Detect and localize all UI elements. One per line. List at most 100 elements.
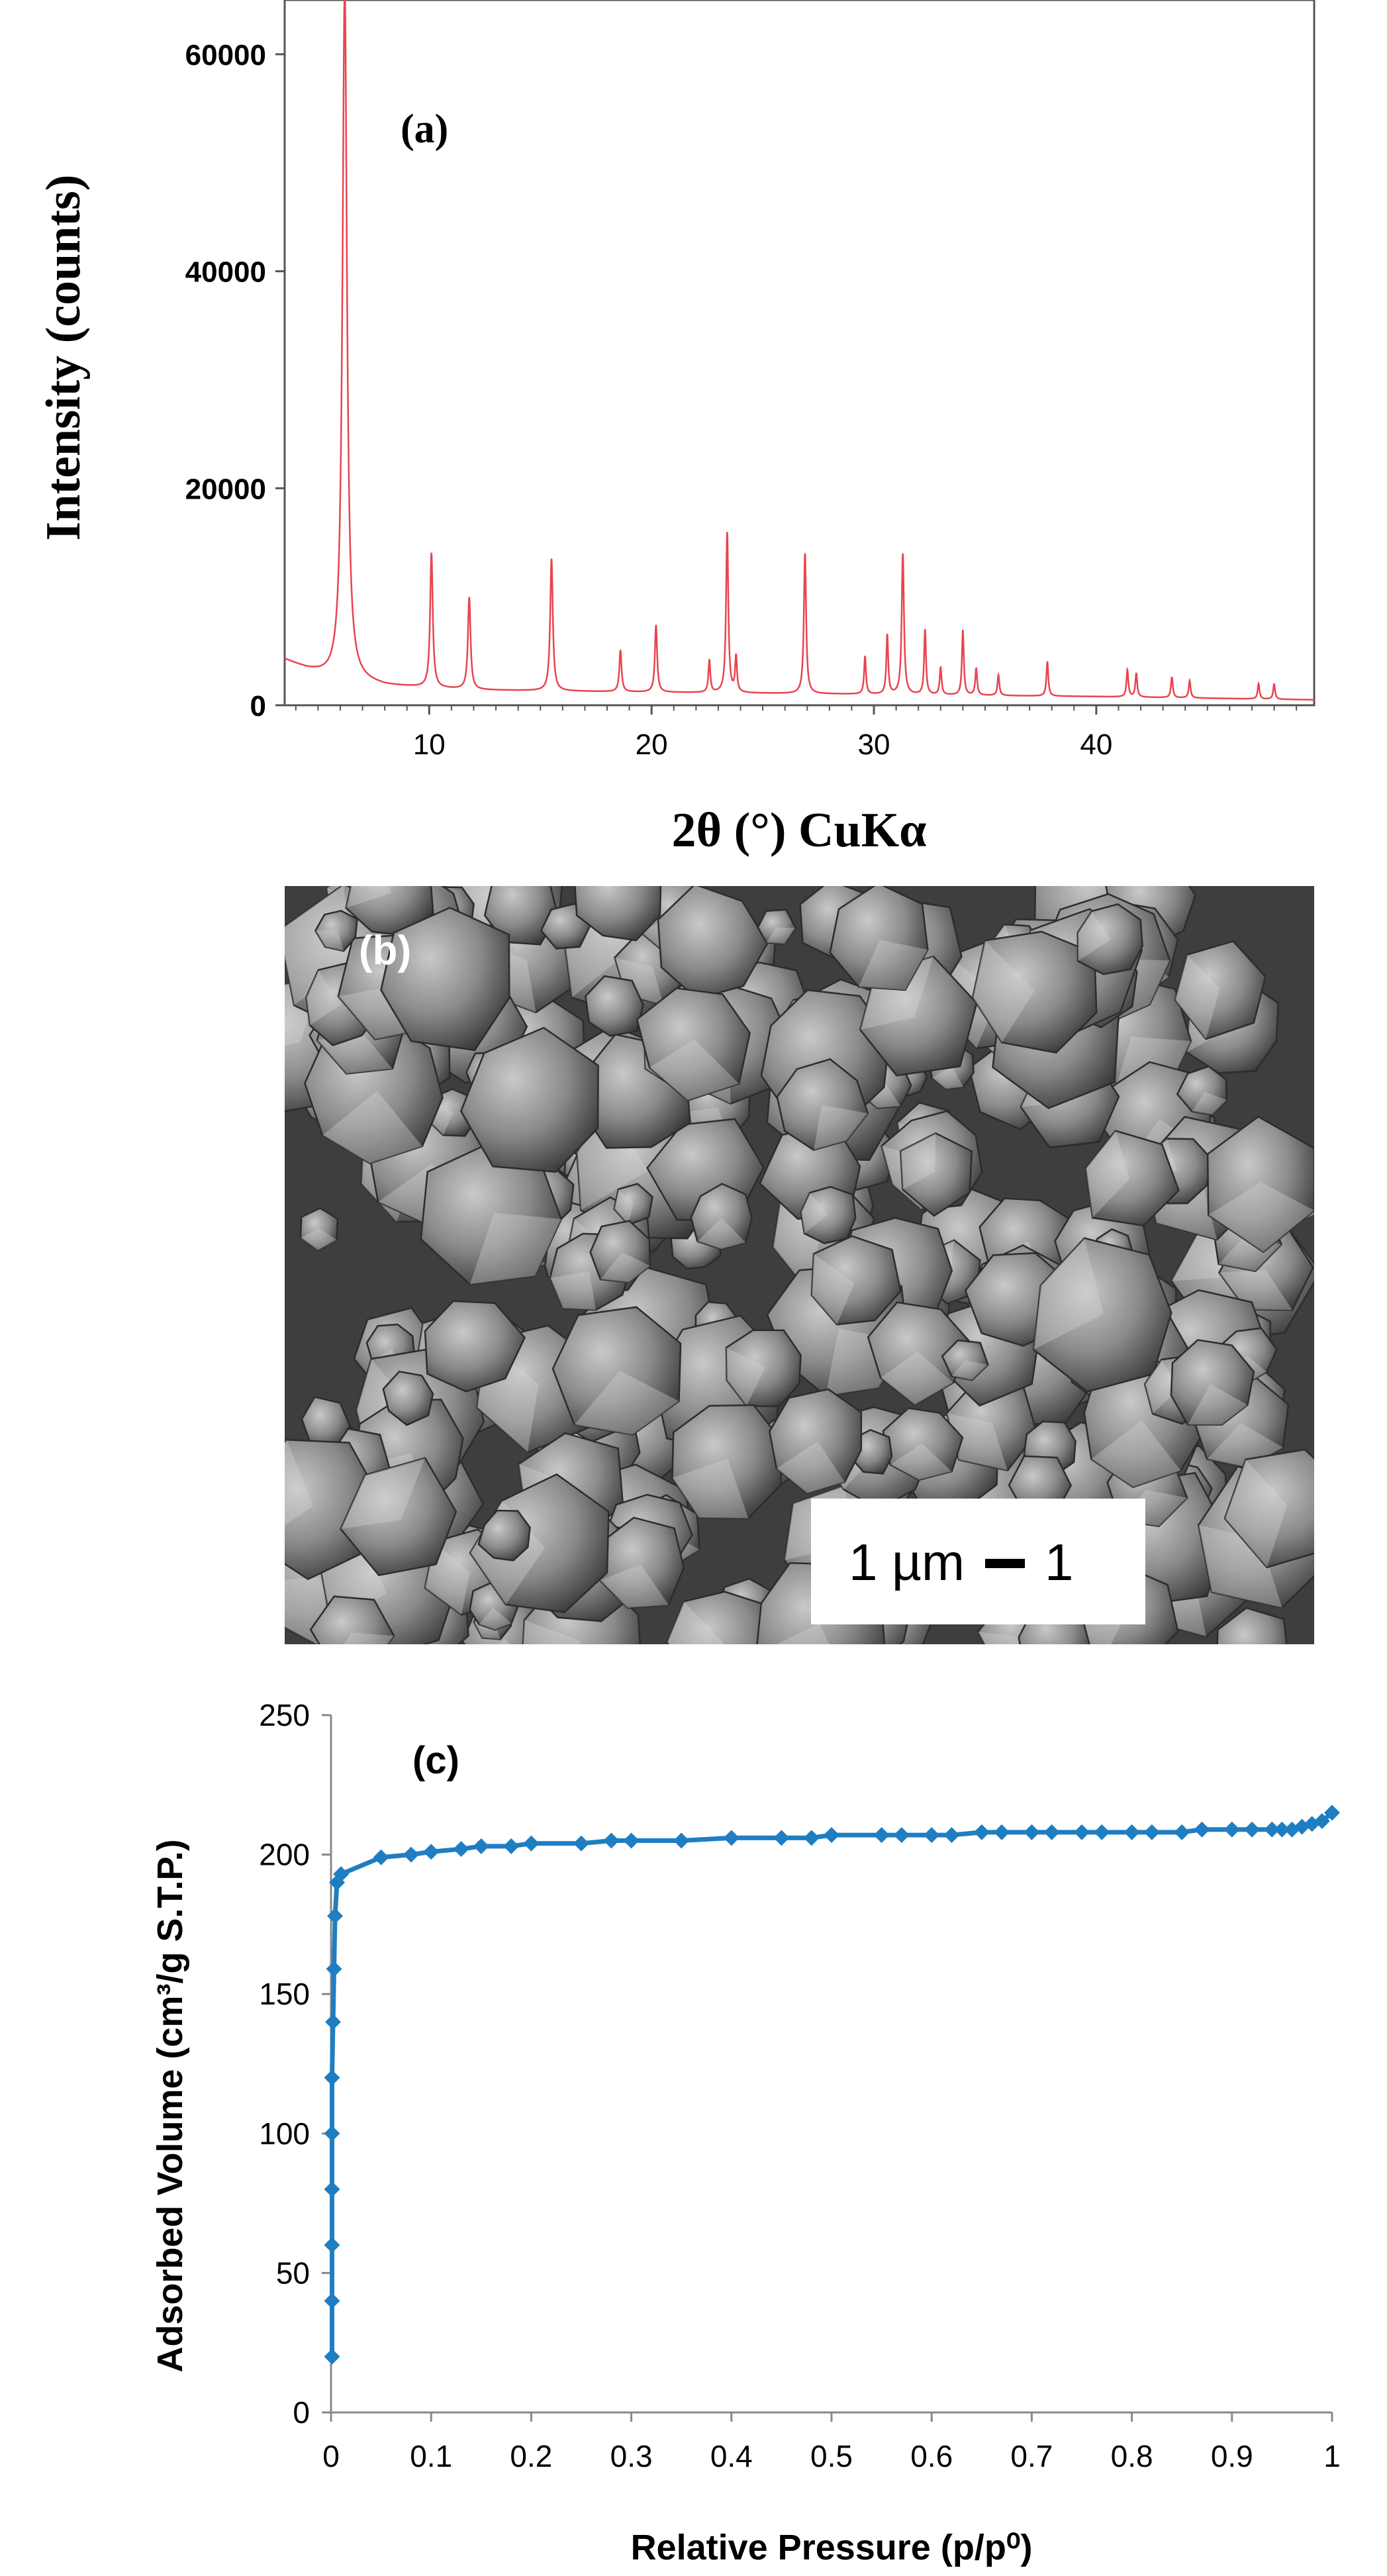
bet-marker bbox=[1294, 1818, 1310, 1835]
xrd-plot-frame bbox=[283, 0, 1315, 707]
scale-bar-box: 1 µm 1 bbox=[811, 1499, 1145, 1624]
xrd-y-ticks: 0 20000 40000 60000 bbox=[185, 39, 285, 722]
sem-crystal-facet bbox=[726, 1348, 766, 1406]
sem-crystal bbox=[1216, 1607, 1288, 1644]
sem-crystal-facet bbox=[340, 1458, 426, 1529]
sem-crystal-facet bbox=[600, 1564, 669, 1609]
sem-crystal bbox=[1076, 903, 1143, 975]
scale-bar-label: 1 µm bbox=[849, 1533, 965, 1591]
sem-crystal-facet bbox=[947, 1412, 1008, 1471]
sem-crystal-facet bbox=[574, 1370, 679, 1435]
bet-marker bbox=[943, 1827, 960, 1844]
bet-y-tick-label: 250 bbox=[259, 1698, 310, 1732]
sem-crystal-facet bbox=[773, 1194, 822, 1290]
sem-crystal-facet bbox=[315, 929, 344, 951]
sem-crystal bbox=[867, 1301, 971, 1406]
sem-crystal-facet bbox=[858, 940, 928, 990]
bet-markers bbox=[324, 1805, 1340, 2365]
sem-crystal-facet bbox=[978, 1632, 1026, 1644]
bet-marker bbox=[503, 1838, 520, 1854]
bet-x-tick-label: 0.9 bbox=[1211, 2439, 1253, 2473]
bet-marker bbox=[1274, 1821, 1290, 1838]
xrd-y-axis-title: Intensity (counts) bbox=[36, 175, 91, 541]
bet-marker bbox=[1284, 1821, 1300, 1838]
sem-micrograph: (b) 1 µm 1 bbox=[285, 886, 1314, 1644]
xrd-x-ticks: 10 20 30 40 bbox=[295, 705, 1298, 761]
panel-label-c: (c) bbox=[412, 1739, 459, 1782]
bet-marker bbox=[1174, 1824, 1190, 1840]
bet-marker bbox=[326, 1961, 342, 1977]
sem-crystal-facet bbox=[1145, 1360, 1179, 1414]
bet-x-tick-label: 0.4 bbox=[710, 2439, 753, 2473]
bet-marker bbox=[324, 2348, 340, 2365]
sem-crystal-facet bbox=[814, 1105, 868, 1150]
sem-crystal-facet bbox=[900, 1133, 936, 1190]
xrd-x-tick-label: 30 bbox=[858, 728, 890, 761]
bet-marker bbox=[325, 2014, 342, 2030]
bet-x-tick-label: 0.3 bbox=[610, 2439, 653, 2473]
bet-marker bbox=[603, 1832, 620, 1849]
sem-crystal-facet bbox=[300, 1228, 337, 1251]
sem-crystal-facet bbox=[649, 1039, 740, 1101]
bet-marker bbox=[873, 1827, 890, 1844]
bet-marker bbox=[1194, 1821, 1210, 1838]
sem-crystal-facet bbox=[344, 1632, 395, 1644]
sem-crystal bbox=[1223, 1448, 1314, 1569]
bet-x-tick-label: 0.8 bbox=[1111, 2439, 1153, 2473]
xrd-x-tick-label: 40 bbox=[1080, 728, 1112, 761]
bet-marker bbox=[324, 2237, 340, 2254]
sem-crystal bbox=[340, 1457, 457, 1577]
xrd-y-tick-label: 40000 bbox=[185, 256, 266, 289]
sem-crystal bbox=[459, 1026, 599, 1173]
sem-crystal bbox=[1084, 1130, 1180, 1227]
bet-marker bbox=[893, 1827, 910, 1844]
sem-crystal-facet bbox=[1188, 1384, 1248, 1425]
bet-marker bbox=[973, 1824, 990, 1840]
bet-y-axis-title: Adsorbed Volume (cm³/g S.T.P.) bbox=[150, 1839, 190, 2372]
bet-marker bbox=[473, 1838, 489, 1854]
sem-crystal bbox=[551, 1306, 682, 1436]
xrd-chart: 0 20000 40000 60000 10 20 30 40 (a) Intensity … bbox=[36, 0, 1315, 858]
sem-crystal bbox=[899, 1132, 973, 1217]
bet-marker bbox=[324, 2181, 340, 2198]
bet-marker bbox=[333, 1866, 350, 1883]
sem-crystal bbox=[314, 909, 358, 952]
sem-crystal-facet bbox=[499, 1638, 511, 1644]
sem-crystal-facet bbox=[1192, 1091, 1227, 1115]
sem-crystal-facet bbox=[881, 1351, 953, 1405]
bet-x-tick-label: 0.2 bbox=[510, 2439, 552, 2473]
bet-marker bbox=[423, 1844, 440, 1860]
sem-crystal bbox=[574, 886, 662, 942]
sem-crystal-facet bbox=[1224, 1459, 1287, 1567]
bet-marker bbox=[1143, 1824, 1160, 1840]
sem-crystal bbox=[309, 1595, 395, 1644]
sem-crystal-facet bbox=[973, 940, 1035, 1043]
scale-bar-suffix: 1 bbox=[1045, 1533, 1073, 1591]
bet-y-tick-label: 100 bbox=[259, 2116, 310, 2151]
bet-x-axis-title: Relative Pressure (p/p⁰) bbox=[631, 2528, 1033, 2567]
bet-y-tick-label: 150 bbox=[259, 1977, 310, 2011]
sem-crystal-facet bbox=[1217, 1644, 1289, 1645]
sem-crystal-facet bbox=[932, 1066, 964, 1089]
sem-crystal bbox=[776, 1058, 869, 1152]
bet-chart: 0 50 100 150 200 250 0 0.1 0.2 0.3 0.4 0.5 0.6 0.7 0.… bbox=[150, 1698, 1341, 2567]
sem-crystal-facet bbox=[776, 1441, 845, 1494]
sem-crystal-facet bbox=[1208, 1182, 1314, 1252]
sem-crystal-facet bbox=[1219, 1269, 1292, 1311]
sem-crystal bbox=[613, 1183, 653, 1226]
sem-crystal-facet bbox=[1033, 1238, 1104, 1350]
panel-label-a: (a) bbox=[401, 107, 448, 152]
sem-crystal bbox=[1170, 1339, 1255, 1426]
sem-crystal-facet bbox=[776, 1623, 830, 1644]
sem-crystal-facet bbox=[479, 1607, 512, 1630]
xrd-x-tick-label: 20 bbox=[636, 728, 668, 761]
bet-marker bbox=[924, 1827, 940, 1844]
bet-x-tick-label: 0.1 bbox=[410, 2439, 452, 2473]
sem-crystal-facet bbox=[614, 1189, 634, 1225]
sem-crystal bbox=[882, 1407, 964, 1481]
sem-crystal bbox=[598, 1516, 685, 1609]
xrd-y-tick-label: 60000 bbox=[185, 39, 266, 72]
bet-x-ticks: 0 0.1 0.2 0.3 0.4 0.5 0.6 0.7 0.8 0.9 1 bbox=[322, 2412, 1341, 2473]
bet-x-tick-label: 0 bbox=[322, 2439, 340, 2473]
bet-marker bbox=[1024, 1824, 1040, 1840]
